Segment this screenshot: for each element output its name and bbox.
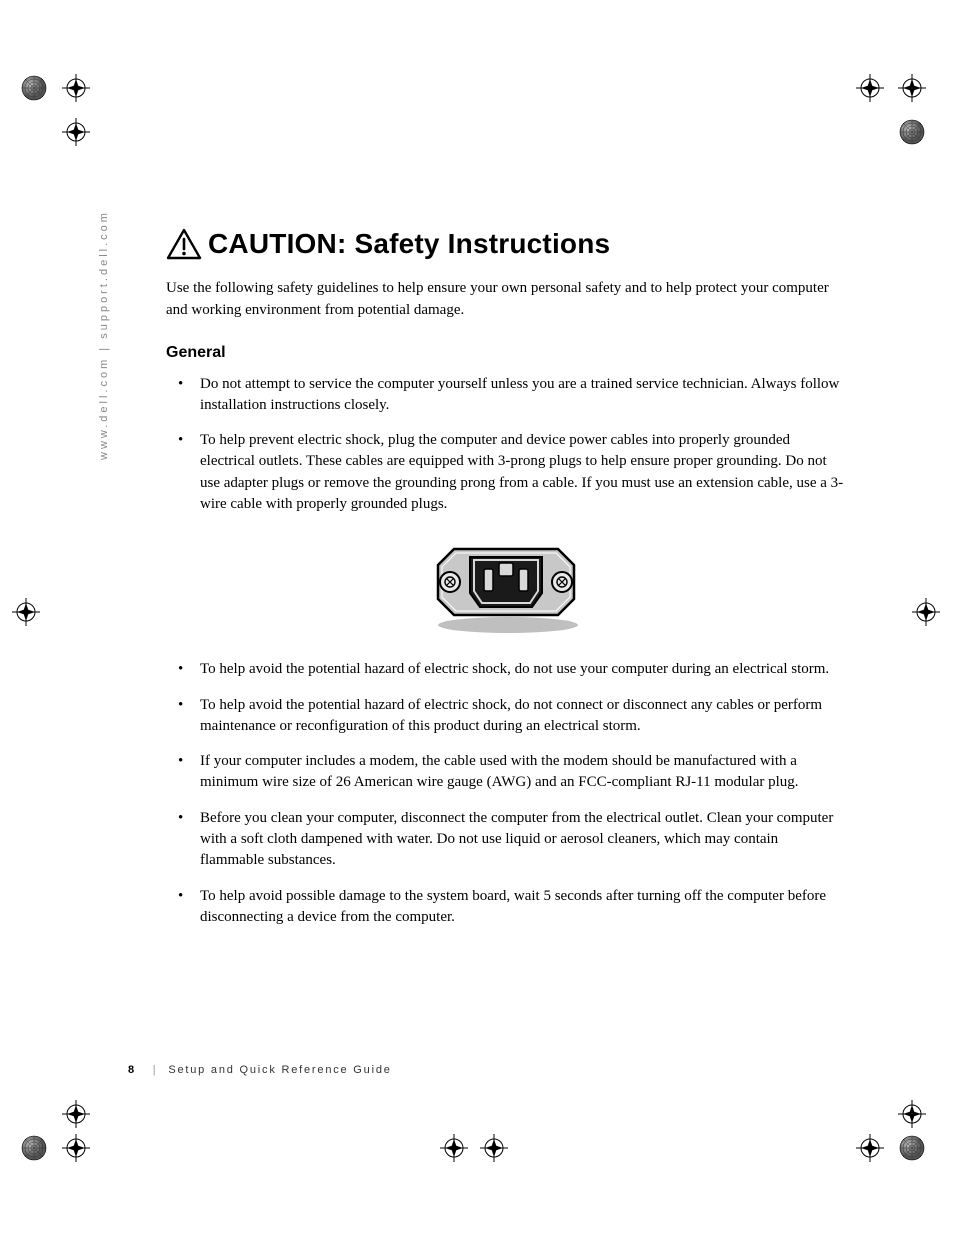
page-content: CAUTION: Safety Instructions Use the fol… <box>166 228 846 942</box>
footer-separator: | <box>153 1064 158 1076</box>
list-item: To help prevent electric shock, plug the… <box>196 430 846 515</box>
crop-cross-icon <box>898 74 926 102</box>
bullet-list: Do not attempt to service the computer y… <box>166 374 846 516</box>
registration-circle-icon <box>898 118 926 146</box>
crop-cross-icon <box>440 1134 468 1162</box>
caution-triangle-icon <box>166 228 202 260</box>
crop-cross-icon <box>62 118 90 146</box>
registration-circle-icon <box>898 1134 926 1162</box>
list-item: If your computer includes a modem, the c… <box>196 751 846 794</box>
registration-circle-icon <box>20 74 48 102</box>
title-row: CAUTION: Safety Instructions <box>166 228 846 260</box>
crop-cross-icon <box>856 74 884 102</box>
page-number: 8 <box>128 1064 136 1076</box>
list-item: Do not attempt to service the computer y… <box>196 374 846 417</box>
list-item: To help avoid the potential hazard of el… <box>196 659 846 680</box>
list-item: To help avoid possible damage to the sys… <box>196 886 846 929</box>
page-footer: 8 | Setup and Quick Reference Guide <box>128 1064 392 1076</box>
crop-cross-icon <box>62 1100 90 1128</box>
page-title: CAUTION: Safety Instructions <box>208 228 610 260</box>
crop-cross-icon <box>480 1134 508 1162</box>
footer-title: Setup and Quick Reference Guide <box>168 1064 391 1076</box>
crop-cross-icon <box>12 598 40 626</box>
list-item: To help avoid the potential hazard of el… <box>196 695 846 738</box>
power-plug-figure <box>166 535 846 635</box>
bullet-list: To help avoid the potential hazard of el… <box>166 659 846 928</box>
crop-cross-icon <box>62 1134 90 1162</box>
crop-cross-icon <box>898 1100 926 1128</box>
crop-cross-icon <box>912 598 940 626</box>
intro-paragraph: Use the following safety guidelines to h… <box>166 278 846 322</box>
crop-cross-icon <box>856 1134 884 1162</box>
crop-cross-icon <box>62 74 90 102</box>
section-heading-general: General <box>166 344 846 362</box>
sidebar-url-text: www.dell.com | support.dell.com <box>98 210 110 460</box>
list-item: Before you clean your computer, disconne… <box>196 808 846 872</box>
registration-circle-icon <box>20 1134 48 1162</box>
